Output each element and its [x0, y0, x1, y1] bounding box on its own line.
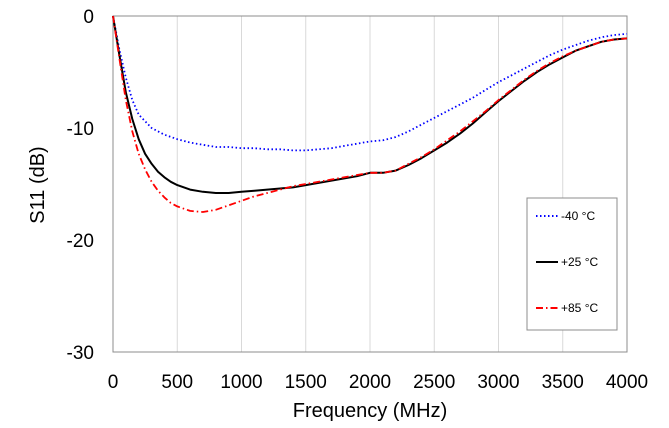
y-tick-label: -20 — [67, 231, 94, 252]
x-tick-label: 4000 — [606, 372, 648, 393]
x-tick-label: 0 — [108, 372, 119, 393]
series-line-2 — [112, 15, 628, 213]
series-line-0 — [112, 15, 628, 152]
legend: -40 °C +25 °C +85 °C — [526, 197, 618, 331]
y-tick-label: -10 — [67, 119, 94, 140]
y-axis-title: S11 (dB) — [27, 146, 49, 223]
plot-area-frame — [112, 15, 628, 353]
vertical-gridlines — [176, 16, 564, 352]
series-line-1 — [112, 15, 628, 194]
y-tick-label: 0 — [83, 7, 94, 28]
x-tick-label: 2000 — [349, 372, 391, 393]
legend-label-0: -40 °C — [561, 209, 595, 223]
x-tick-label: 3500 — [542, 372, 584, 393]
series-layer — [112, 15, 628, 213]
x-tick-label: 500 — [161, 372, 193, 393]
x-tick-label: 1500 — [285, 372, 327, 393]
y-tick-labels: 0 -10 -20 -30 — [67, 7, 94, 364]
y-tick-label: -30 — [67, 343, 94, 364]
x-axis-title: Frequency (MHz) — [293, 400, 447, 422]
x-tick-label: 3000 — [477, 372, 519, 393]
legend-label-1: +25 °C — [561, 255, 598, 269]
x-tick-label: 1000 — [220, 372, 262, 393]
x-tick-label: 2500 — [413, 372, 455, 393]
legend-label-2: +85 °C — [561, 301, 598, 315]
x-tick-labels: 0 500 1000 1500 2000 2500 3000 3500 4000 — [108, 372, 648, 393]
